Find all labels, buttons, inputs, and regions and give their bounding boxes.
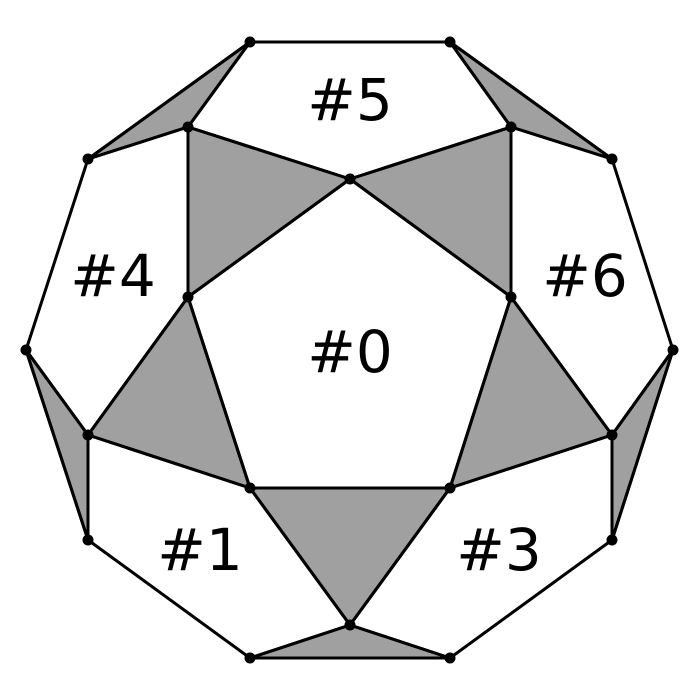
vertex bbox=[607, 535, 618, 546]
face-label-center: #0 bbox=[307, 318, 393, 386]
vertex bbox=[83, 154, 94, 165]
vertex bbox=[345, 174, 356, 185]
vertex bbox=[445, 653, 456, 664]
vertex bbox=[607, 430, 618, 441]
vertex bbox=[245, 37, 256, 48]
vertex bbox=[245, 483, 256, 494]
vertex bbox=[345, 620, 356, 631]
vertex bbox=[445, 37, 456, 48]
vertex bbox=[83, 430, 94, 441]
face-label-bottom-left: #1 bbox=[157, 516, 243, 584]
vertex bbox=[21, 345, 32, 356]
face-label-top: #5 bbox=[307, 66, 393, 134]
vertex bbox=[506, 122, 517, 133]
vertex bbox=[607, 154, 618, 165]
vertex bbox=[183, 122, 194, 133]
vertex bbox=[83, 535, 94, 546]
shaded-triangle-bottom-inner bbox=[250, 488, 450, 625]
vertex bbox=[506, 292, 517, 303]
vertex bbox=[445, 483, 456, 494]
face-label-left: #4 bbox=[70, 242, 156, 310]
vertex bbox=[245, 653, 256, 664]
vertex bbox=[183, 292, 194, 303]
vertex bbox=[668, 345, 679, 356]
face-label-bottom-right: #3 bbox=[456, 516, 542, 584]
face-label-right: #6 bbox=[542, 242, 628, 310]
